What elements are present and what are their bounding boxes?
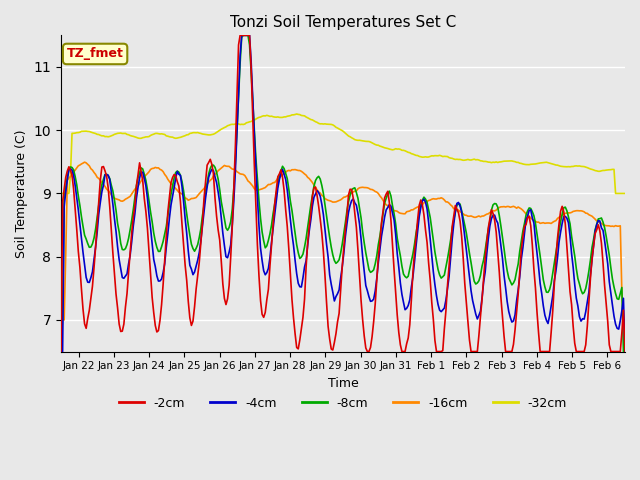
Y-axis label: Soil Temperature (C): Soil Temperature (C) (15, 129, 28, 258)
Title: Tonzi Soil Temperatures Set C: Tonzi Soil Temperatures Set C (230, 15, 456, 30)
Legend: -2cm, -4cm, -8cm, -16cm, -32cm: -2cm, -4cm, -8cm, -16cm, -32cm (114, 392, 572, 415)
X-axis label: Time: Time (328, 377, 358, 390)
Text: TZ_fmet: TZ_fmet (67, 48, 124, 60)
